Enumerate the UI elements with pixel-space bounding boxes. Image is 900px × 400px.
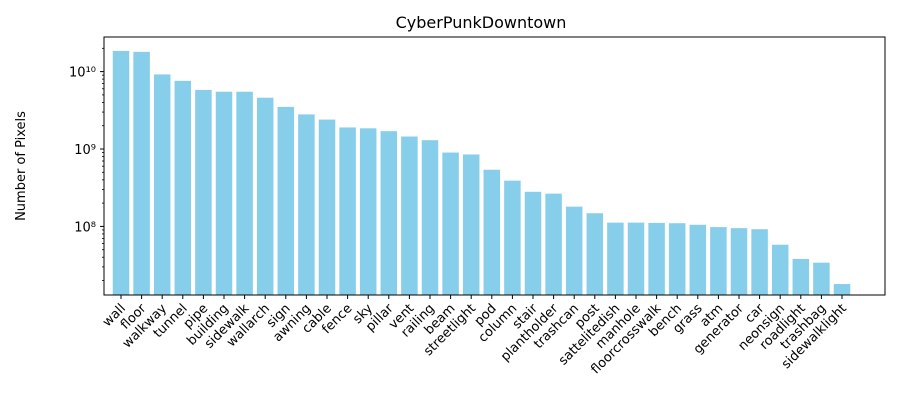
y-tick-label: 10⁹ — [74, 143, 96, 158]
bar-grass — [689, 224, 707, 295]
y-tick-label: 10¹⁰ — [69, 66, 96, 81]
bar-trashcan — [565, 206, 583, 295]
bar-wall — [112, 50, 130, 296]
chart-title: CyberPunkDowntown — [396, 13, 567, 32]
bar-pipe — [195, 89, 212, 295]
y-axis-label: Number of Pixels — [14, 111, 29, 221]
bar-walkway — [153, 74, 171, 295]
bar-sattelitedish — [607, 222, 624, 295]
bar-awning — [298, 114, 315, 295]
bar-car — [751, 229, 768, 295]
y-ticks-group: 10⁸ 10⁹ 10¹⁰ — [69, 47, 104, 281]
bar-manhole — [627, 222, 645, 295]
bar-beam — [442, 152, 459, 295]
bar-wallarch — [256, 97, 274, 295]
bar-plantholder — [545, 193, 562, 295]
bar-tunnel — [174, 80, 192, 296]
plot-frame — [103, 36, 886, 296]
bar-fence — [339, 127, 356, 296]
bar-trashbag — [813, 262, 830, 295]
bar-cable — [318, 119, 336, 295]
bar-railing — [421, 140, 439, 295]
bar-vent — [401, 136, 418, 295]
bar-streetlight — [462, 154, 480, 295]
bar-floor — [133, 51, 150, 296]
bar-generator — [730, 228, 748, 295]
bar-roadlight — [792, 258, 810, 295]
bar-column — [504, 180, 521, 295]
bars-group — [112, 50, 851, 296]
bar-bench — [668, 223, 686, 295]
bar-sidewalk — [236, 91, 253, 295]
bar-neonsign — [771, 244, 789, 295]
x-ticks-group: wallfloorwalkwaytunnelpipebuildingsidewa… — [100, 295, 850, 377]
bar-pod — [483, 169, 501, 295]
bar-floorcrosswalk — [648, 222, 665, 295]
bar-sidewalklight — [833, 284, 851, 295]
bar-post — [586, 213, 604, 295]
bar-sky — [359, 128, 377, 295]
y-tick-label: 10⁸ — [74, 220, 96, 235]
bar-pillar — [380, 131, 398, 295]
bar-atm — [710, 227, 727, 295]
bar-sign — [277, 106, 295, 296]
bar-building — [215, 91, 233, 295]
bar-stair — [524, 191, 542, 295]
